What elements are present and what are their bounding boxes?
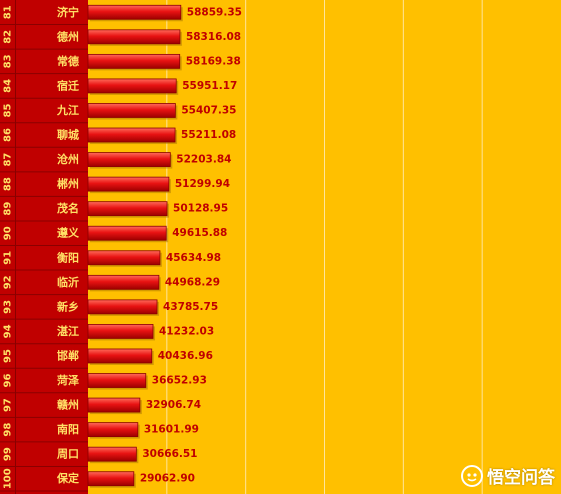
category-label: 聊城	[57, 128, 79, 142]
bar	[87, 78, 177, 94]
category-label: 郴州	[57, 177, 79, 191]
value-label: 50128.95	[173, 203, 228, 215]
value-label: 36652.93	[152, 375, 207, 387]
bar	[87, 29, 181, 45]
value-label: 58169.38	[186, 55, 241, 67]
category-label: 常德	[57, 54, 79, 68]
value-label: 31601.99	[144, 424, 199, 436]
rank-label: 88	[3, 177, 14, 191]
rank-label: 85	[3, 103, 14, 117]
value-label: 49615.88	[172, 227, 227, 239]
category-label: 衡阳	[57, 250, 79, 264]
category-label: 南阳	[57, 422, 79, 436]
watermark: 悟空问答	[461, 463, 555, 488]
rank-label: 95	[3, 349, 14, 363]
rank-label: 92	[3, 275, 14, 289]
bar	[87, 201, 168, 217]
bar	[87, 103, 176, 118]
bar	[87, 250, 161, 266]
bar	[87, 176, 170, 192]
wukong-logo-icon	[461, 464, 483, 487]
value-label: 43785.75	[163, 301, 218, 313]
category-label: 临沂	[57, 275, 79, 289]
value-label: 55211.08	[181, 129, 236, 141]
category-label: 茂名	[57, 201, 79, 215]
category-label: 邯郸	[57, 348, 79, 362]
category-label: 赣州	[57, 398, 79, 412]
bar	[87, 225, 167, 241]
bar	[87, 422, 139, 438]
bar	[87, 152, 171, 167]
value-label: 32906.74	[146, 399, 201, 411]
value-label: 45634.98	[166, 252, 221, 264]
rank-label: 94	[3, 324, 14, 338]
rank-label: 82	[3, 30, 14, 44]
category-label: 遵义	[57, 226, 80, 240]
value-label: 58316.08	[186, 31, 241, 43]
rank-label: 98	[3, 423, 14, 437]
bar	[87, 471, 135, 487]
bar	[87, 348, 153, 364]
rank-label: 86	[3, 128, 14, 142]
bar	[87, 324, 154, 339]
rank-label: 91	[3, 251, 14, 265]
value-label: 40436.96	[158, 350, 213, 362]
rank-label: 99	[3, 447, 14, 461]
bar	[87, 446, 137, 462]
rank-label: 83	[3, 54, 14, 68]
value-label: 29062.90	[140, 473, 195, 485]
bar	[87, 53, 181, 69]
category-label: 新乡	[57, 299, 79, 313]
rank-label: 81	[3, 5, 14, 19]
category-label: 湛江	[57, 324, 79, 338]
rank-label: 93	[3, 300, 14, 314]
rank-label: 89	[3, 202, 14, 216]
value-label: 51299.94	[175, 178, 230, 190]
rank-label: 84	[3, 79, 14, 93]
watermark-text: 悟空问答	[487, 468, 555, 488]
value-label: 41232.03	[159, 325, 214, 337]
value-label: 52203.84	[176, 154, 231, 166]
value-label: 44968.29	[165, 276, 220, 288]
value-label: 58859.35	[187, 6, 242, 18]
rank-label: 100	[3, 468, 14, 489]
value-label: 30666.51	[142, 448, 197, 460]
category-label: 济宁	[57, 5, 79, 19]
rank-label: 97	[3, 398, 14, 412]
rank-label: 96	[3, 374, 14, 388]
category-label: 九江	[56, 103, 79, 117]
bar	[87, 4, 182, 20]
category-label: 德州	[56, 29, 79, 43]
value-label: 55407.35	[181, 104, 236, 116]
category-label: 周口	[57, 448, 79, 461]
category-label: 菏泽	[57, 373, 79, 387]
value-label: 55951.17	[182, 80, 237, 92]
rank-label: 90	[3, 226, 14, 240]
label-column-background	[0, 0, 88, 494]
rank-label: 87	[3, 153, 14, 167]
bar	[87, 299, 158, 315]
category-label: 保定	[56, 471, 79, 485]
bar	[87, 127, 176, 143]
category-label: 沧州	[57, 152, 79, 166]
bar	[87, 274, 160, 290]
bar	[87, 397, 141, 413]
bar	[87, 373, 147, 388]
category-label: 宿迁	[57, 78, 79, 92]
